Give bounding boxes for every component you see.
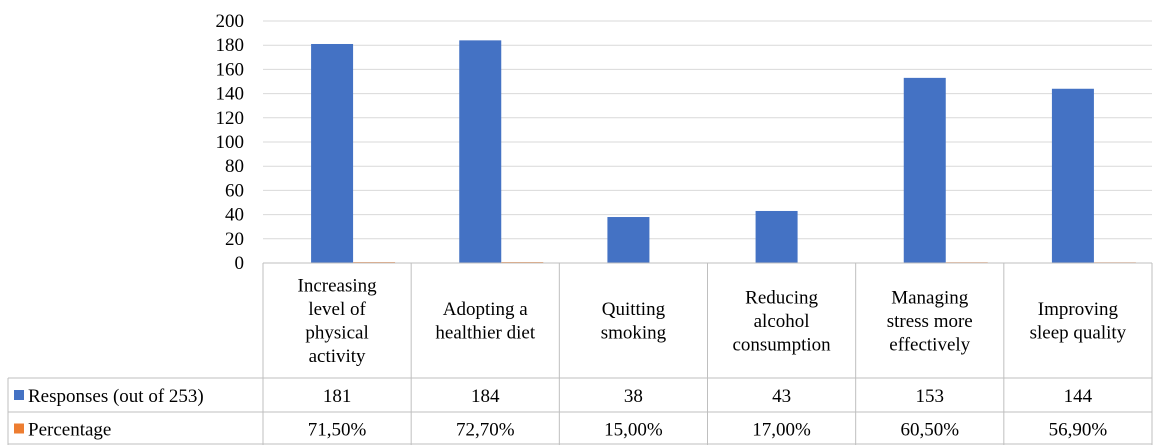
category-label: Increasing level of physical activity — [298, 276, 378, 368]
bars — [311, 40, 1136, 264]
category-label: Quitting smoking — [601, 299, 667, 344]
table-cell-value: 15,00% — [604, 420, 663, 441]
category-label-line: consumption — [732, 334, 831, 355]
category-label-line: Improving — [1038, 299, 1119, 320]
legend-key — [14, 423, 24, 434]
category-label-line: Adopting a — [443, 299, 529, 320]
gridlines — [263, 20, 1152, 240]
table-cell-value: 60,50% — [900, 420, 959, 441]
y-tick-label: 140 — [216, 84, 245, 105]
legend-key — [14, 390, 24, 400]
category-label-line: activity — [309, 346, 366, 367]
y-tick-label: 0 — [235, 253, 245, 274]
table-cell-value: 72,70% — [456, 420, 515, 441]
y-tick-label: 40 — [225, 205, 244, 226]
bar — [903, 77, 946, 264]
category-label-line: physical — [305, 323, 368, 344]
table-cell-value: 71,50% — [308, 420, 367, 441]
bar — [607, 217, 650, 263]
table-cell-value: 56,90% — [1049, 420, 1108, 441]
table-cell-value: 38 — [624, 386, 643, 407]
table-cell-value: 144 — [1064, 386, 1093, 407]
category-label-line: alcohol — [754, 311, 810, 332]
y-axis-ticks: 0 20 40 60 80 100 120 140 160 180 200 — [216, 11, 245, 274]
table-cell-value: 153 — [916, 386, 945, 407]
y-tick-label: 80 — [225, 156, 244, 177]
category-label-line: sleep quality — [1030, 323, 1127, 344]
table-cell-value: 43 — [772, 386, 791, 407]
series-name: Percentage — [28, 420, 111, 441]
table-cell-value: 184 — [471, 386, 500, 407]
category-label-line: healthier diet — [435, 323, 535, 344]
y-tick-label: 100 — [216, 132, 245, 153]
y-tick-label: 180 — [216, 35, 245, 56]
category-label-line: smoking — [601, 323, 667, 344]
category-label-line: level of — [308, 299, 366, 320]
y-tick-label: 20 — [225, 229, 244, 250]
category-label: Adopting a healthier diet — [435, 299, 535, 344]
bar — [459, 40, 502, 263]
table-cell-value: 17,00% — [752, 420, 811, 441]
category-label-line: stress more — [887, 311, 973, 332]
category-label-line: effectively — [889, 334, 970, 355]
bar — [1051, 88, 1094, 263]
category-label-line: Quitting — [602, 299, 666, 320]
category-label-line: Increasing — [298, 276, 378, 297]
category-label: Improving sleep quality — [1030, 299, 1127, 344]
series-name: Responses (out of 253) — [28, 386, 204, 407]
category-label-line: Reducing — [745, 287, 818, 308]
category-label-line: Managing — [891, 287, 969, 308]
y-tick-label: 120 — [216, 108, 245, 129]
table-cell-value: 181 — [323, 386, 352, 407]
y-tick-label: 160 — [216, 59, 245, 80]
category-label: Managing stress more effectively — [887, 287, 973, 355]
y-tick-label: 60 — [225, 180, 244, 201]
bar — [755, 210, 798, 263]
y-tick-label: 200 — [216, 11, 245, 32]
bar — [311, 43, 354, 263]
data-table: Increasing level of physical activity Adopti… — [7, 262, 1153, 445]
category-label: Reducing alcohol consumption — [732, 287, 831, 355]
